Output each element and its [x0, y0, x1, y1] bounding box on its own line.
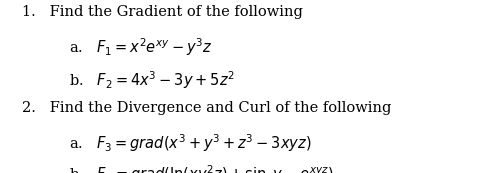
- Text: a.   $F_1 = x^2e^{xy} - y^3z$: a. $F_1 = x^2e^{xy} - y^3z$: [69, 36, 212, 58]
- Text: 2.   Find the Divergence and Curl of the following: 2. Find the Divergence and Curl of the f…: [22, 101, 391, 115]
- Text: a.   $F_3 = grad(x^3 + y^3 + z^3 - 3xyz)$: a. $F_3 = grad(x^3 + y^3 + z^3 - 3xyz)$: [69, 132, 312, 154]
- Text: b.   $F_4 = grad(\mathrm{ln}(xy^2z) + \sin\ y - e^{xyz})$: b. $F_4 = grad(\mathrm{ln}(xy^2z) + \sin…: [69, 163, 334, 173]
- Text: 1.   Find the Gradient of the following: 1. Find the Gradient of the following: [22, 5, 303, 19]
- Text: b.   $F_2 = 4x^3 - 3y + 5z^2$: b. $F_2 = 4x^3 - 3y + 5z^2$: [69, 69, 235, 91]
